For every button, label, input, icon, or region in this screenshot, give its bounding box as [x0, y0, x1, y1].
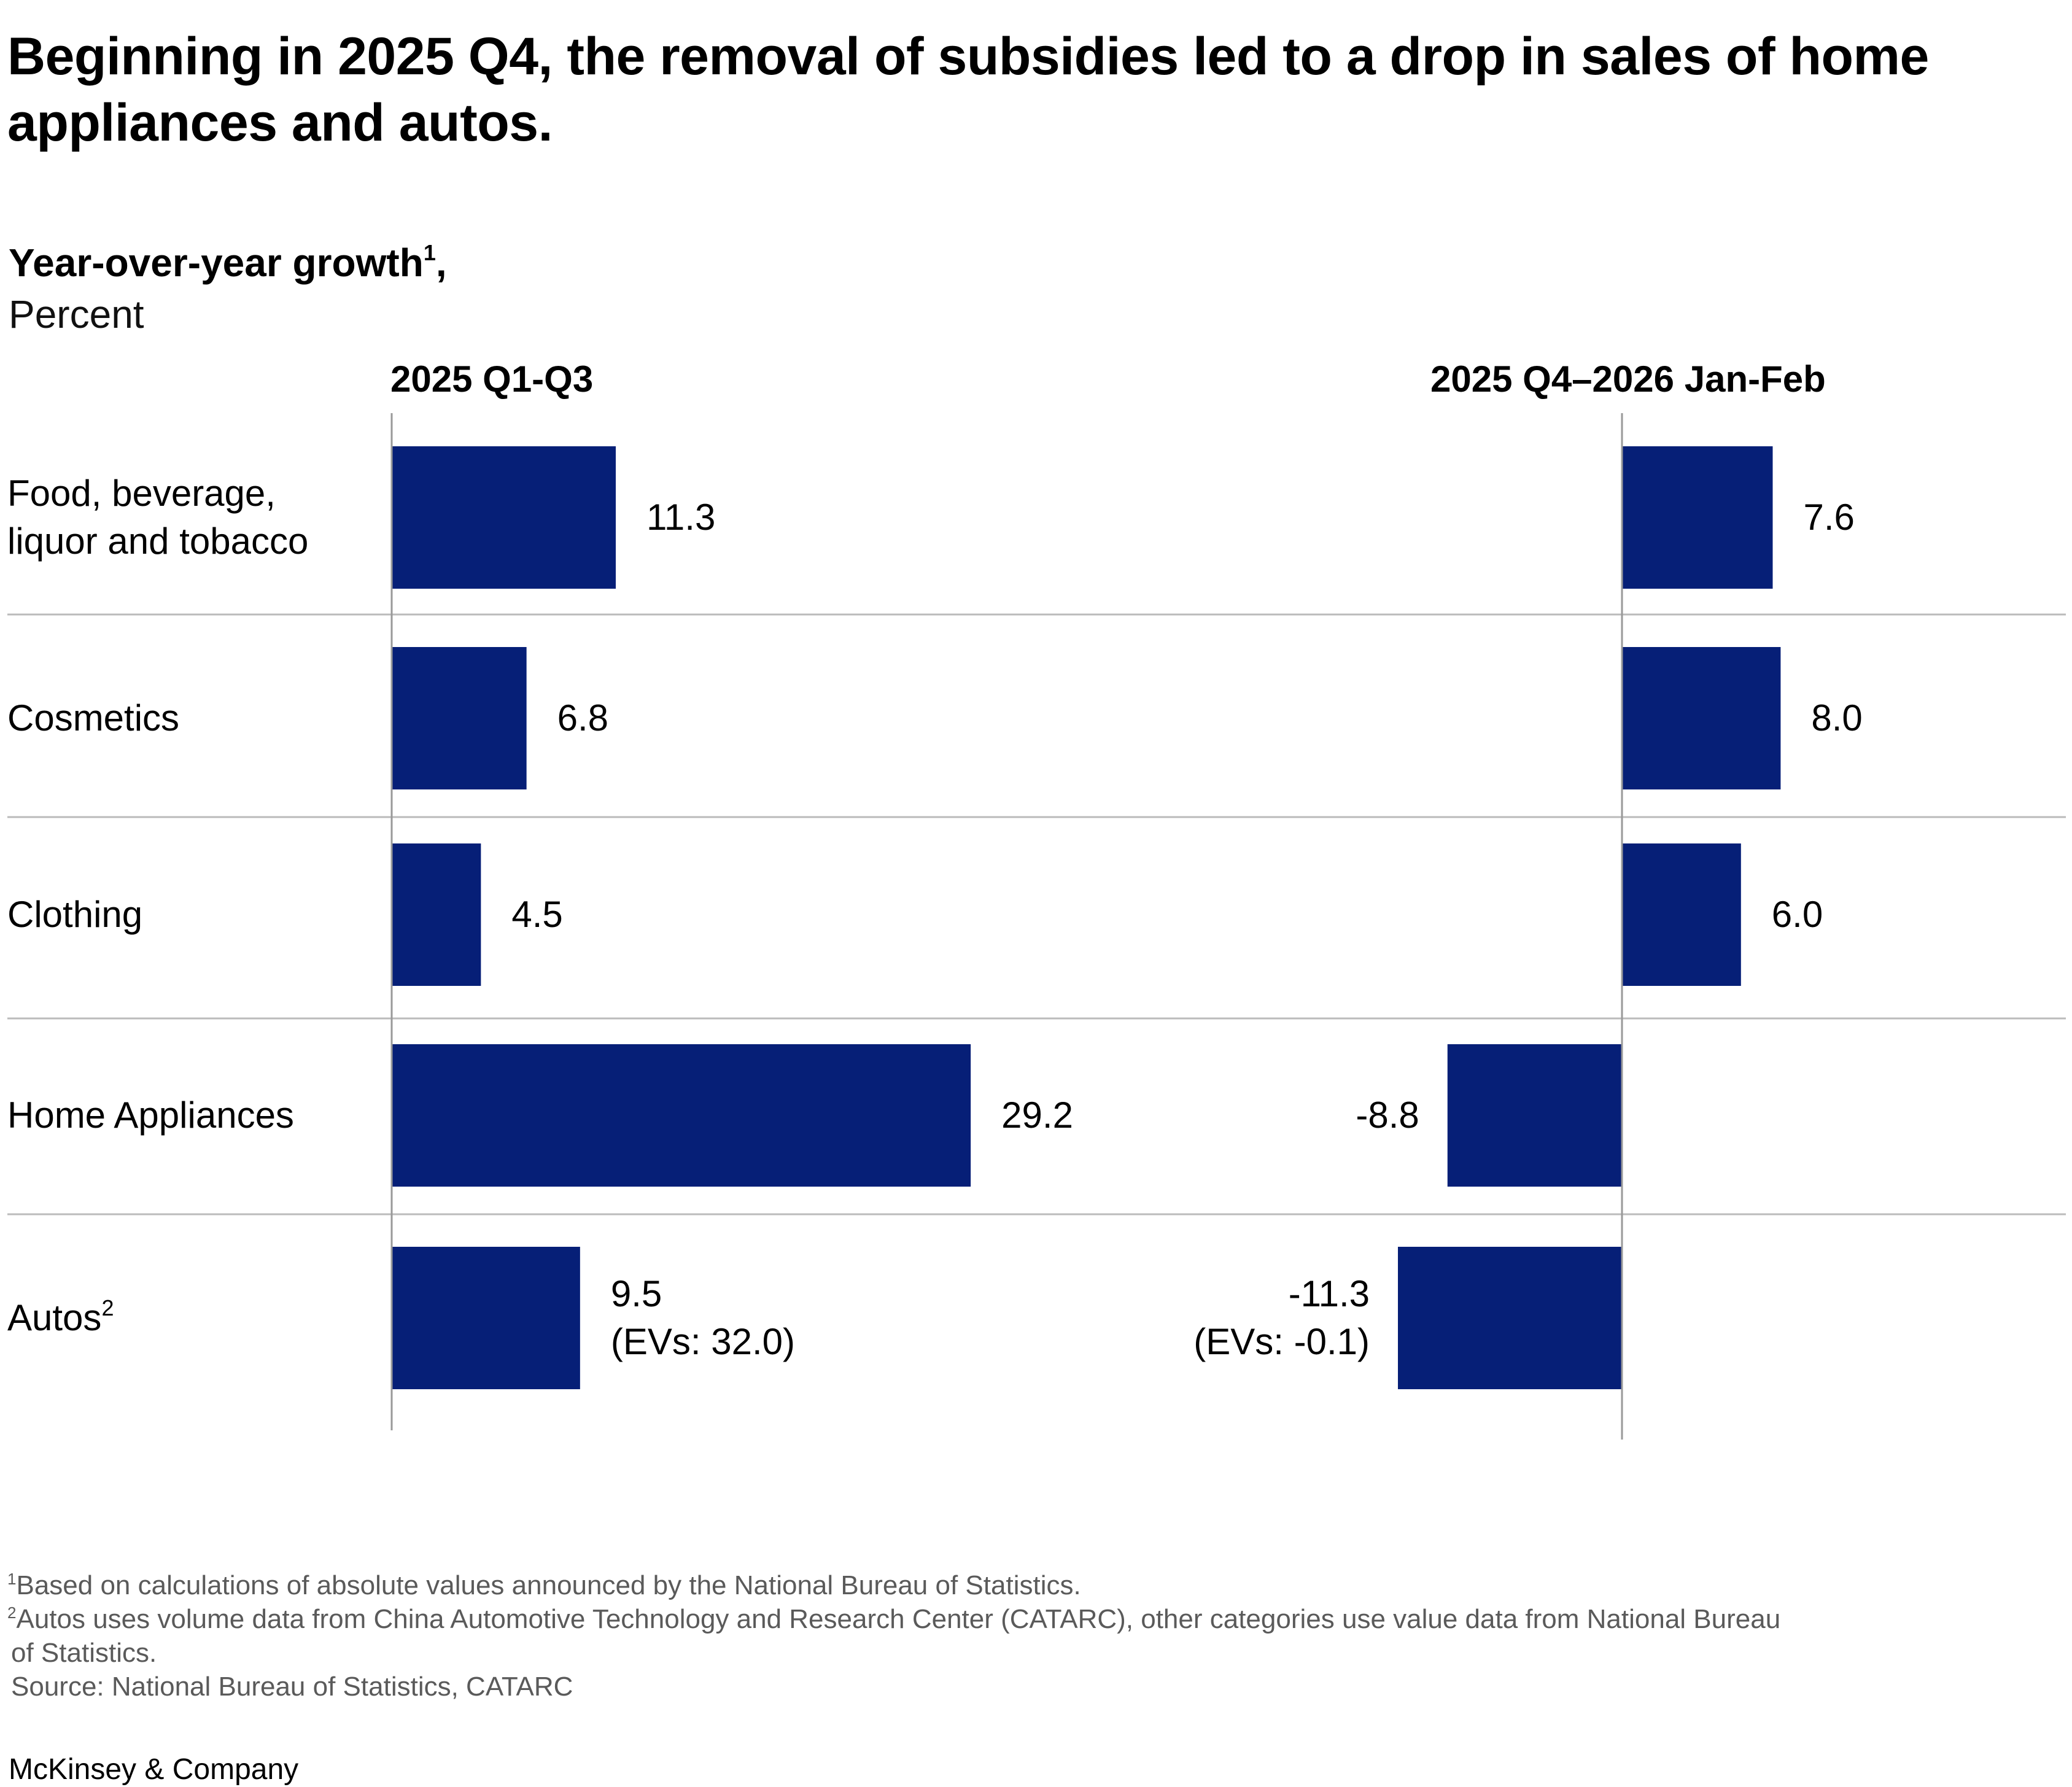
category-label-line: Clothing	[7, 894, 143, 935]
category-label: Autos2	[7, 1294, 114, 1342]
value-label-line: (EVs: -0.1)	[1193, 1321, 1370, 1362]
value-label-line: (EVs: 32.0)	[610, 1321, 795, 1362]
bar-q4janfeb-4	[1398, 1247, 1622, 1389]
category-label: Cosmetics	[7, 694, 179, 742]
value-label: 6.8	[557, 694, 608, 742]
value-label-line: 6.8	[557, 697, 609, 738]
value-label: 29.2	[1001, 1091, 1073, 1139]
bar-q4janfeb-0	[1622, 446, 1773, 589]
bar-q1q3-0	[392, 446, 616, 589]
value-label-line: 11.3	[646, 497, 716, 538]
value-label: 8.0	[1811, 694, 1862, 742]
bar-q4janfeb-2	[1622, 843, 1741, 986]
category-label: Clothing	[7, 891, 142, 939]
footnote-2: 2Autos uses volume data from China Autom…	[7, 1602, 2033, 1636]
bar-q1q3-3	[392, 1044, 971, 1187]
footnote-1: 1Based on calculations of absolute value…	[7, 1568, 2033, 1602]
category-label-line: Autos2	[7, 1295, 114, 1339]
footnote-mark: 1	[7, 1570, 17, 1588]
source-text: Source: National Bureau of Statistics, C…	[11, 1672, 573, 1702]
value-label-line: -11.3	[1288, 1273, 1370, 1314]
unit-label: Percent	[9, 292, 144, 336]
footnote-mark: 2	[7, 1603, 17, 1622]
bar-q1q3-1	[392, 647, 527, 789]
footnote-text: Autos uses volume data from China Automo…	[16, 1604, 1781, 1634]
value-label: -8.8	[1356, 1091, 1419, 1139]
footnote-marker: 1	[423, 240, 436, 265]
chart-title: Beginning in 2025 Q4, the removal of sub…	[7, 27, 1929, 152]
value-label-line: 7.6	[1803, 497, 1855, 538]
footnote-2-continued: of Statistics.	[7, 1636, 2033, 1670]
footnote-marker: 2	[101, 1295, 114, 1320]
brand-logo: McKinsey & Company	[9, 1753, 299, 1786]
value-label-line: 4.5	[511, 894, 563, 935]
measure-text: Year-over-year growth	[9, 241, 424, 285]
column-header-2025-q1-q3: 2025 Q1-Q3	[390, 359, 594, 400]
value-label-line: 29.2	[1001, 1095, 1073, 1136]
column-header-2025q4-2026janfeb: 2025 Q4–2026 Jan-Feb	[1430, 359, 1826, 400]
bar-q4janfeb-3	[1447, 1044, 1622, 1187]
bar-q1q3-2	[392, 843, 481, 986]
category-label-line: Cosmetics	[7, 697, 180, 738]
footnote-text: of Statistics.	[11, 1638, 157, 1668]
value-label: 11.3	[646, 494, 715, 541]
bar-q4janfeb-1	[1622, 647, 1781, 789]
value-label-line: 9.5	[610, 1273, 662, 1314]
footnotes: 1Based on calculations of absolute value…	[7, 1568, 2033, 1704]
category-label: Food, beverage, liquor and tobacco	[7, 470, 308, 565]
value-label-line: 6.0	[1771, 894, 1823, 935]
category-label-line: Food, beverage,	[7, 473, 276, 514]
value-label: 7.6	[1803, 494, 1854, 541]
category-label: Home Appliances	[7, 1091, 294, 1139]
value-label-line: 8.0	[1811, 697, 1863, 738]
value-label: -11.3 (EVs: -0.1)	[1193, 1270, 1370, 1366]
measure-suffix: ,	[435, 241, 447, 285]
source-note: Source: National Bureau of Statistics, C…	[7, 1670, 2033, 1704]
value-label-line: -8.8	[1356, 1095, 1419, 1136]
measure-label: Year-over-year growth1,	[9, 238, 447, 287]
bar-q1q3-4	[392, 1247, 580, 1389]
value-label: 9.5 (EVs: 32.0)	[611, 1270, 795, 1366]
value-label: 6.0	[1772, 891, 1823, 939]
category-label-line: Home Appliances	[7, 1095, 294, 1136]
category-label-line: liquor and tobacco	[7, 521, 309, 562]
footnote-text: Based on calculations of absolute values…	[16, 1570, 1081, 1600]
value-label: 4.5	[511, 891, 562, 939]
